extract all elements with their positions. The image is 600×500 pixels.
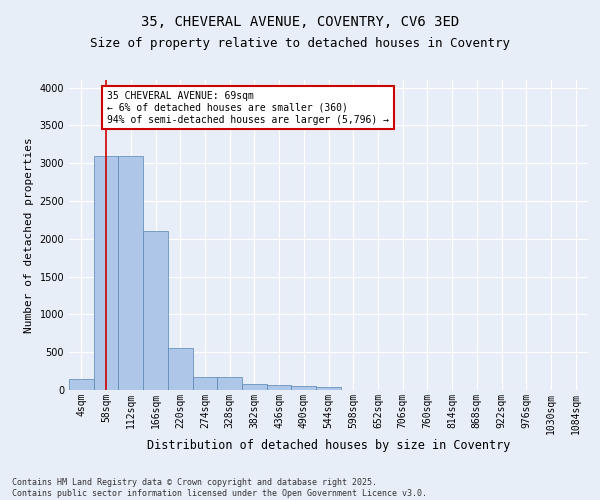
Bar <box>217 377 242 390</box>
Bar <box>267 386 292 390</box>
Bar <box>143 231 168 390</box>
Bar <box>94 156 118 390</box>
Text: Contains HM Land Registry data © Crown copyright and database right 2025.
Contai: Contains HM Land Registry data © Crown c… <box>12 478 427 498</box>
Bar <box>193 377 217 390</box>
Bar <box>118 156 143 390</box>
Bar <box>168 348 193 390</box>
Bar <box>242 384 267 390</box>
Bar <box>69 378 94 390</box>
Text: 35, CHEVERAL AVENUE, COVENTRY, CV6 3ED: 35, CHEVERAL AVENUE, COVENTRY, CV6 3ED <box>141 15 459 29</box>
Text: Size of property relative to detached houses in Coventry: Size of property relative to detached ho… <box>90 38 510 51</box>
Bar <box>292 386 316 390</box>
Y-axis label: Number of detached properties: Number of detached properties <box>24 137 34 333</box>
Text: 35 CHEVERAL AVENUE: 69sqm
← 6% of detached houses are smaller (360)
94% of semi-: 35 CHEVERAL AVENUE: 69sqm ← 6% of detach… <box>107 92 389 124</box>
X-axis label: Distribution of detached houses by size in Coventry: Distribution of detached houses by size … <box>147 440 510 452</box>
Bar <box>316 387 341 390</box>
